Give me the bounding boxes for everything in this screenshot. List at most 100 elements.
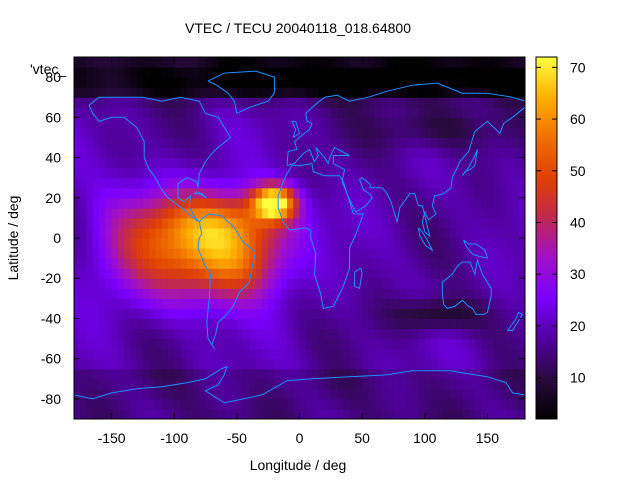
heatmap-cell (236, 127, 244, 139)
heatmap-cell (86, 278, 94, 289)
heatmap-cell (274, 167, 282, 179)
heatmap-cell (343, 328, 351, 340)
heatmap-cell (512, 67, 520, 78)
heatmap-cell (330, 328, 338, 340)
heatmap-cell (337, 338, 344, 350)
heatmap-cell (343, 207, 351, 219)
heatmap-cell (362, 187, 369, 199)
heatmap-cell (205, 127, 213, 139)
heatmap-cell (155, 248, 163, 259)
heatmap-cell (205, 408, 213, 419)
heatmap-cell (224, 137, 232, 149)
heatmap-cell (449, 358, 457, 370)
heatmap-cell (431, 77, 438, 88)
heatmap-cell (424, 87, 432, 98)
heatmap-cell (224, 187, 232, 199)
heatmap-cell (105, 288, 113, 299)
heatmap-cell (142, 358, 150, 370)
heatmap-cell (80, 268, 88, 279)
heatmap-cell (368, 117, 376, 128)
heatmap-cell (362, 57, 369, 68)
heatmap-cell (312, 298, 319, 309)
heatmap-cell (136, 97, 144, 108)
heatmap-cell (92, 358, 100, 370)
heatmap-cell (305, 157, 313, 169)
heatmap-cell (405, 368, 413, 380)
heatmap-cell (243, 117, 250, 128)
heatmap-cell (211, 77, 219, 88)
heatmap-cell (499, 187, 507, 199)
heatmap-cell (80, 398, 88, 410)
heatmap-cell (218, 368, 225, 380)
heatmap-cell (462, 67, 470, 78)
heatmap-cell (487, 67, 495, 78)
heatmap-cell (161, 298, 169, 309)
heatmap-cell (312, 378, 319, 390)
heatmap-cell (105, 57, 113, 68)
heatmap-cell (324, 197, 332, 209)
heatmap-cell (424, 408, 432, 419)
heatmap-cell (111, 348, 119, 360)
heatmap-cell (493, 137, 501, 149)
heatmap-cell (399, 248, 407, 259)
heatmap-cell (293, 358, 301, 370)
heatmap-cell (456, 398, 463, 410)
heatmap-cell (506, 238, 514, 249)
heatmap-cell (431, 368, 438, 380)
heatmap-cell (236, 298, 244, 309)
heatmap-cell (193, 338, 200, 350)
heatmap-cell (399, 338, 407, 350)
heatmap-cell (74, 207, 81, 219)
heatmap-cell (255, 378, 263, 390)
heatmap-cell (324, 408, 332, 419)
heatmap-cell (443, 408, 451, 419)
heatmap-cell (349, 368, 357, 380)
heatmap-cell (512, 147, 520, 159)
heatmap-cell (512, 368, 520, 380)
heatmap-cell (405, 137, 413, 149)
heatmap-cell (362, 207, 369, 219)
heatmap-cell (255, 318, 263, 330)
heatmap-cell (80, 358, 88, 370)
coastline-segment (192, 191, 208, 199)
heatmap-cell (343, 398, 351, 410)
heatmap-cell (243, 278, 250, 289)
heatmap-cell (124, 378, 131, 390)
heatmap-cell (236, 107, 244, 118)
heatmap-cell (80, 57, 88, 68)
heatmap-cell (418, 137, 426, 149)
heatmap-cell (199, 308, 207, 320)
heatmap-cell (318, 127, 326, 139)
heatmap-cell (362, 87, 369, 98)
heatmap-cell (337, 177, 344, 189)
heatmap-cell (105, 408, 113, 419)
heatmap-cell (293, 107, 301, 118)
heatmap-cell (236, 77, 244, 88)
heatmap-cell (305, 358, 313, 370)
heatmap-cell (149, 127, 157, 139)
heatmap-cell (481, 217, 489, 229)
heatmap-cell (380, 127, 388, 139)
heatmap-cell (474, 87, 482, 98)
heatmap-cell (193, 268, 200, 279)
heatmap-cell (355, 258, 363, 269)
heatmap-cell (230, 338, 238, 350)
heatmap-cell (468, 348, 476, 360)
heatmap-cell (105, 238, 113, 249)
heatmap-cell (186, 278, 194, 289)
heatmap-cell (74, 227, 81, 239)
heatmap-cell (186, 217, 194, 229)
heatmap-cell (456, 77, 463, 88)
heatmap-cell (230, 187, 238, 199)
heatmap-cell (318, 87, 326, 98)
heatmap-cell (230, 127, 238, 139)
heatmap-cell (230, 147, 238, 159)
heatmap-cell (149, 398, 157, 410)
heatmap-cell (474, 57, 482, 68)
heatmap-cell (117, 117, 125, 128)
heatmap-cell (193, 137, 200, 149)
heatmap-cell (236, 318, 244, 330)
heatmap-cell (337, 137, 344, 149)
heatmap-cell (431, 398, 438, 410)
heatmap-cell (130, 77, 138, 88)
